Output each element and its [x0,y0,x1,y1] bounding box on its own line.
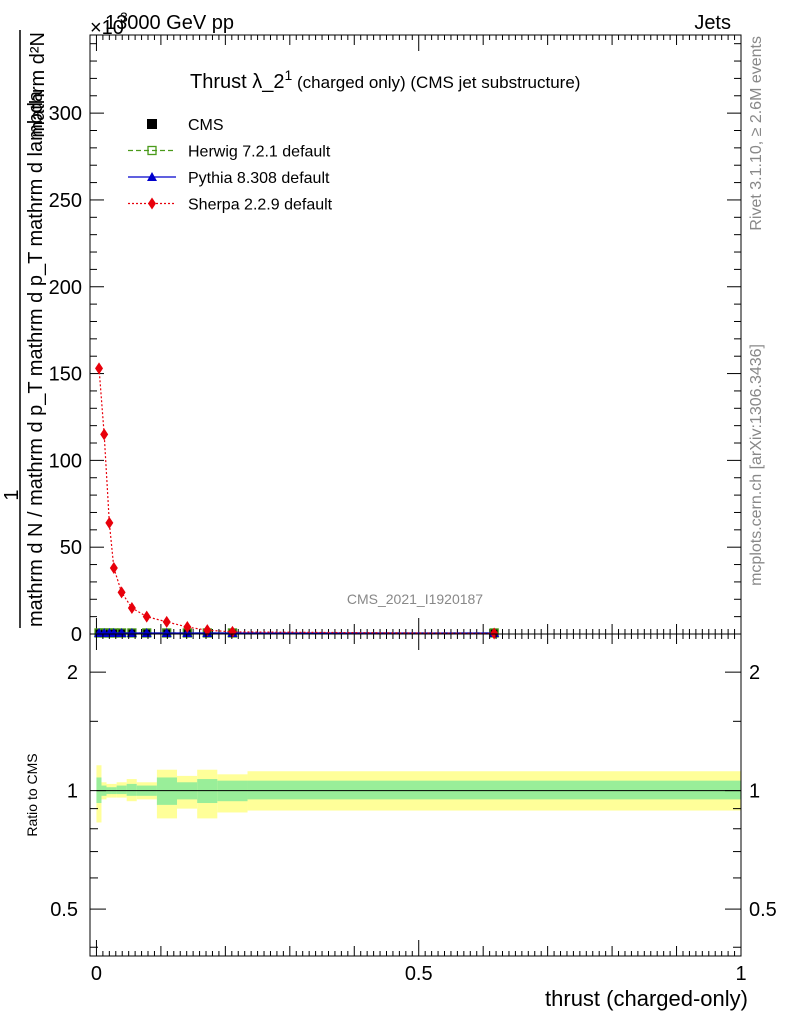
x-axis-label: thrust (charged-only) [545,986,748,1011]
sherpa-2-2-9-default-point [95,362,104,375]
pythia-8-308-default-point [141,627,152,637]
pythia-8-308-default-point [161,627,172,637]
legend: CMS Herwig 7.2.1 default Pythia 8.308 defa… [128,117,333,214]
sherpa-2-2-9-default-point [142,610,151,623]
x-tick-label: 0 [91,963,102,985]
y-label-denominator: mathrm d N / mathrm d p_T mathrm d p_T m… [25,90,47,627]
ratio-y-tick-label: 2 [67,662,78,684]
chart-title-superscript: 1 [284,67,292,83]
legend-label-cms: CMS [188,117,224,134]
main-y-tick-label: 250 [49,190,82,212]
y-label-top: mathrm d²N [27,32,49,138]
ratio-plot-frame [89,633,742,957]
sherpa-2-2-9-default-point [117,586,126,599]
legend-label-sherpa-2-2-9-default: Sherpa 2.2.9 default [188,197,333,214]
sherpa-2-2-9-default-line [98,368,495,635]
main-y-tick-label: 0 [71,624,82,646]
sherpa-2-2-9-default-point [105,516,114,529]
energy-label: 13000 GeV pp [105,12,234,34]
mcplots-label: mcplots.cern.ch [arXiv:1306.3436] [748,344,765,586]
ratio-y-tick-label-right: 2 [749,662,760,684]
legend-label-pythia-8-308-default: Pythia 8.308 default [188,170,330,187]
sherpa-2-2-9-default-point [162,615,171,628]
chart-title-main: Thrust λ_2 [190,71,284,93]
legend-marker-sherpa-2-2-9-default [148,197,156,210]
sherpa-2-2-9-default-point [228,625,237,638]
pythia-8-308-default-point [126,627,137,637]
main-series-layer [94,362,500,640]
ratio-inner-band [247,780,741,800]
ratio-y-tick-label-right: 0.5 [749,899,777,921]
ratio-y-tick-label-right: 1 [749,781,760,803]
y-exponent-power: 3 [120,9,128,25]
legend-marker-herwig-7-2-1-default [147,145,157,156]
ratio-inner-band [156,777,178,805]
legend-label-herwig-7-2-1-default: Herwig 7.2.1 default [188,144,331,161]
ratio-y-tick-label: 1 [67,781,78,803]
sherpa-2-2-9-default-point [100,428,109,441]
analysis-id-label: CMS_2021_I1920187 [347,591,483,607]
y-label-numerator: 1 [1,489,23,500]
ratio-uncertainty-bands [96,765,741,823]
ratio-inner-band [116,785,127,795]
category-label: Jets [694,12,731,34]
x-tick-label: 1 [735,963,746,985]
chart-title-subtitle: (charged only) (CMS jet substructure) [292,73,580,92]
y-exponent-label: ×10 [90,17,124,39]
ratio-y-tick-label: 0.5 [50,899,78,921]
main-y-tick-label: 200 [49,277,82,299]
ratio-y-label: Ratio to CMS [24,753,40,836]
sherpa-2-2-9-default-point [183,621,192,634]
rivet-version-label: Rivet 3.1.10, ≥ 2.6M events [748,36,765,231]
sherpa-2-2-9-default-point [203,624,212,637]
main-y-tick-label: 150 [49,364,82,386]
sherpa-2-2-9-default-point [127,601,136,614]
main-y-label: mathrm d²N 1 mathrm d N / mathrm d p_T m… [1,30,49,628]
ratio-y-axis: 0.5 0.5 1 1 2 2 [50,662,777,948]
pythia-8-308-default-point [108,627,119,637]
main-y-axis: 0 50 100 150 200 250 300 [49,43,741,646]
ratio-inner-band [126,783,137,796]
main-y-tick-label: 100 [49,450,82,472]
main-y-tick-label: 300 [49,103,82,125]
pythia-8-308-default-point [116,627,127,637]
main-y-tick-label: 50 [60,537,82,559]
chart-title: Thrust λ_21 (charged only) (CMS jet subs… [190,67,580,93]
legend-marker-cms [147,119,157,129]
ratio-x-axis: 0 0.5 1 [91,634,747,985]
sherpa-2-2-9-default-point [109,562,118,575]
legend-marker-pythia-8-308-default [147,172,157,181]
x-tick-label: 0.5 [405,963,433,985]
